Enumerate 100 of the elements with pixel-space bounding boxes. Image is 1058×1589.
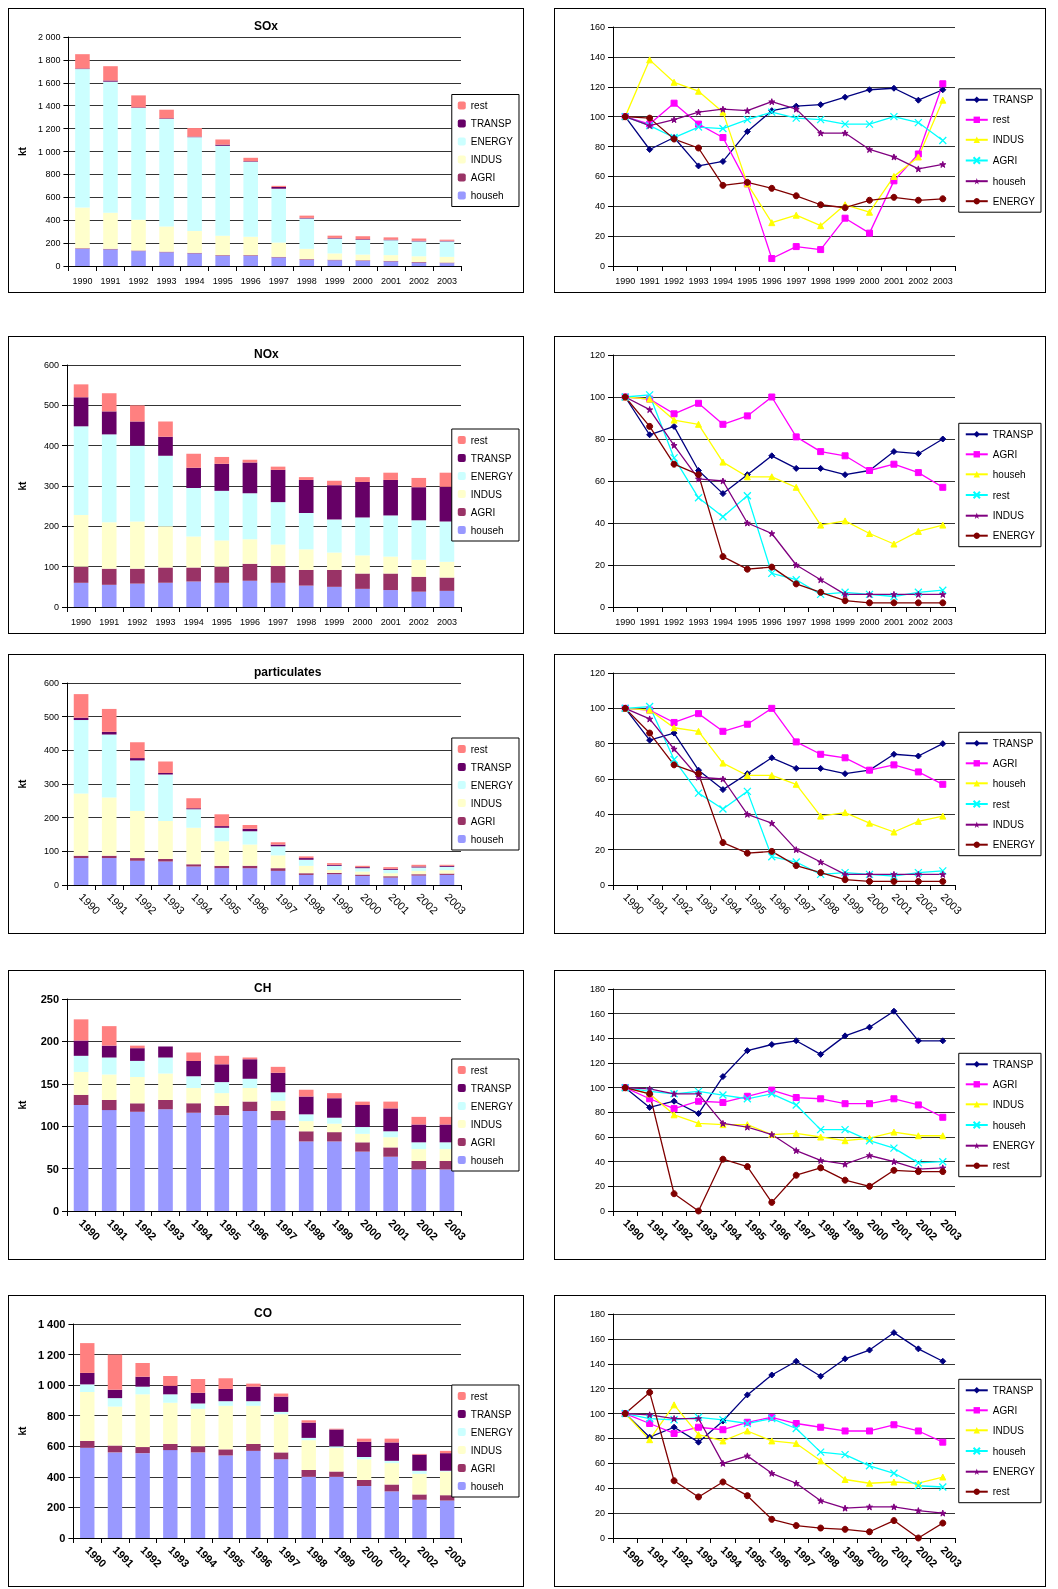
legend-label: ENERGY [470, 136, 514, 147]
y-tick-label: 40 [594, 201, 605, 212]
y-tick-label: 0 [599, 1533, 605, 1543]
x-tick-label: 1998 [296, 275, 317, 286]
y-tick-label: 400 [43, 440, 59, 451]
x-tick-label: 1997 [268, 275, 289, 286]
y-tick-label: 180 [589, 1309, 605, 1319]
y-axis-title: kt [16, 778, 28, 789]
y-tick-label: 800 [47, 1409, 66, 1422]
y-tick-label: 400 [45, 215, 61, 226]
x-tick-label: 1995 [211, 616, 232, 627]
x-tick-label: 2000 [859, 616, 880, 627]
y-tick-label: 140 [589, 51, 605, 62]
legend-label: ENERGY [992, 195, 1036, 207]
legend-label: AGRI [992, 1078, 1018, 1090]
legend-label: INDUS [470, 154, 503, 165]
legend-label: rest [470, 100, 488, 111]
y-tick-label: 0 [599, 1206, 605, 1216]
legend-label: INDUS [992, 1098, 1025, 1110]
y-tick-label: 200 [40, 1035, 59, 1048]
y-tick-label: 100 [589, 1082, 605, 1093]
x-tick-label: 2003 [436, 616, 457, 627]
y-tick-label: 20 [594, 844, 605, 855]
y-tick-label: 60 [594, 1132, 605, 1142]
legend-label: TRANSP [992, 1384, 1034, 1396]
y-tick-label: 1 200 [37, 123, 61, 134]
x-tick-label: 1990 [615, 275, 636, 286]
y-tick-label: 100 [589, 703, 605, 714]
y-tick-label: 800 [45, 169, 61, 180]
y-tick-label: 100 [43, 561, 59, 572]
x-tick-label: 1999 [835, 275, 856, 286]
y-tick-label: 1 000 [37, 1379, 66, 1392]
legend-label: rest [992, 489, 1010, 501]
y-tick-label: 100 [589, 1408, 605, 1419]
legend-label: ENERGY [470, 470, 514, 482]
legend-label: househ [992, 777, 1026, 789]
chart-title: NOx [254, 347, 279, 361]
legend-label: rest [470, 743, 488, 755]
x-tick-label: 1991 [100, 275, 121, 286]
legend-label: rest [470, 1390, 488, 1402]
y-tick-label: 60 [594, 774, 605, 784]
x-tick-label: 2002 [908, 616, 929, 627]
y-axis-title: kt [16, 1425, 28, 1436]
y-tick-label: 140 [589, 1033, 605, 1044]
x-tick-label: 2000 [859, 275, 880, 286]
y-tick-label: 500 [43, 400, 59, 411]
y-tick-label: 0 [53, 602, 59, 612]
x-tick-label: 1996 [239, 616, 260, 627]
x-tick-label: 1995 [212, 275, 233, 286]
legend-label: AGRI [470, 172, 496, 183]
legend-label: househ [470, 1154, 504, 1166]
x-tick-label: 1994 [712, 616, 733, 627]
y-tick-label: 500 [43, 711, 59, 722]
y-tick-label: 120 [589, 1383, 605, 1394]
y-tick-label: 150 [40, 1077, 59, 1090]
y-tick-label: 400 [43, 745, 59, 756]
legend-label: househ [470, 833, 504, 845]
legend-label: INDUS [470, 797, 503, 809]
y-tick-label: 600 [43, 360, 59, 370]
x-tick-label: 2000 [352, 616, 373, 627]
legend-label: rest [992, 1160, 1010, 1172]
y-tick-label: 20 [594, 560, 605, 570]
x-tick-label: 1998 [810, 275, 831, 286]
y-tick-label: 200 [45, 238, 61, 249]
legend-label: househ [470, 1480, 504, 1492]
y-axis-title: kt [16, 146, 28, 156]
x-tick-label: 1991 [639, 275, 660, 286]
y-tick-label: 40 [594, 809, 605, 820]
legend-label: househ [470, 190, 504, 201]
legend-label: househ [470, 524, 504, 536]
legend-label: househ [992, 468, 1026, 480]
legend-label: TRANSP [470, 1408, 512, 1420]
y-tick-label: 400 [47, 1470, 66, 1483]
chart-title: CH [254, 981, 272, 995]
legend-label: INDUS [992, 819, 1025, 831]
legend-label: AGRI [470, 506, 496, 518]
legend-label: TRANSP [470, 1082, 512, 1094]
chart-title: SOx [254, 19, 279, 33]
y-tick-label: 40 [594, 518, 605, 528]
x-tick-label: 2001 [883, 616, 904, 627]
legend-label: INDUS [992, 1424, 1025, 1436]
legend-label: AGRI [992, 155, 1018, 166]
y-tick-label: 20 [594, 231, 605, 242]
y-axis-title: kt [16, 1099, 28, 1110]
legend-label: ENERGY [992, 1140, 1036, 1152]
x-tick-label: 1999 [324, 275, 345, 286]
legend-label: rest [992, 798, 1010, 810]
x-tick-label: 1990 [71, 616, 92, 627]
x-tick-label: 2002 [408, 616, 429, 627]
y-tick-label: 0 [59, 1532, 66, 1544]
y-tick-label: 40 [594, 1156, 605, 1167]
chart-title: particulates [254, 665, 322, 679]
y-tick-label: 200 [47, 1501, 66, 1514]
y-tick-label: 60 [594, 1458, 605, 1469]
x-tick-label: 1993 [688, 616, 709, 627]
y-tick-label: 80 [594, 141, 605, 152]
legend-label: TRANSP [470, 452, 512, 464]
x-tick-label: 1990 [72, 275, 93, 286]
legend-label: househ [992, 175, 1026, 187]
y-tick-label: 300 [43, 481, 59, 491]
